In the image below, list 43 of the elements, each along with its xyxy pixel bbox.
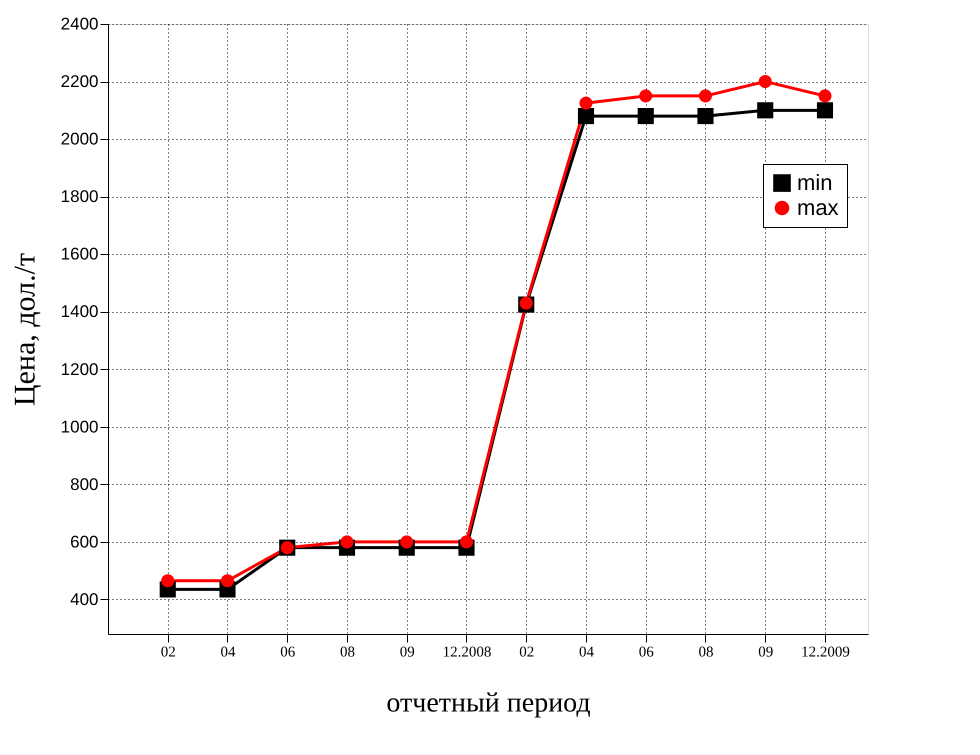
y-tick-label: 1000 xyxy=(60,417,98,436)
x-tick-label: 12.2008 xyxy=(442,644,492,660)
x-tick-label: 06 xyxy=(280,644,296,660)
y-tick-label: 1800 xyxy=(60,187,98,206)
point xyxy=(758,75,772,88)
x-tick-label: 09 xyxy=(400,644,415,660)
y-tick-label: 600 xyxy=(70,532,98,552)
legend-label: min xyxy=(797,170,832,195)
y-tick-label: 1400 xyxy=(60,302,98,322)
point xyxy=(638,108,654,124)
y-tick-label: 2000 xyxy=(60,130,98,149)
y-tick-label: 2200 xyxy=(60,72,98,92)
point xyxy=(757,102,774,118)
x-tick-label: 02 xyxy=(519,644,534,660)
point xyxy=(698,89,712,102)
x-tick-label: 04 xyxy=(578,644,594,660)
y-tick-label: 2400 xyxy=(60,14,98,34)
x-tick-label: 02 xyxy=(160,644,176,660)
point xyxy=(460,535,474,548)
y-tick-label: 400 xyxy=(70,590,98,609)
point xyxy=(639,89,652,102)
y-tick-label: 1600 xyxy=(60,244,98,264)
y-axis-title: Цена, дол./т xyxy=(8,252,42,406)
point xyxy=(400,535,414,548)
y-tick-label: 800 xyxy=(70,474,98,494)
point xyxy=(340,535,354,548)
x-tick-label: 08 xyxy=(698,644,714,660)
point xyxy=(818,89,832,102)
point xyxy=(816,102,834,118)
x-axis-title: отчетный период xyxy=(386,688,591,718)
point xyxy=(520,296,533,310)
point xyxy=(697,108,714,124)
x-tick-label: 06 xyxy=(638,644,654,660)
point xyxy=(579,96,593,110)
point xyxy=(578,108,594,124)
x-tick-label: 08 xyxy=(340,644,355,660)
x-tick-label: 12.2009 xyxy=(801,644,850,660)
y-tick-label: 1200 xyxy=(60,360,98,379)
point xyxy=(161,574,174,588)
x-tick-label: 09 xyxy=(758,644,774,660)
point xyxy=(220,574,234,588)
x-tick-label: 04 xyxy=(220,644,236,660)
legend-label: max xyxy=(797,195,839,220)
